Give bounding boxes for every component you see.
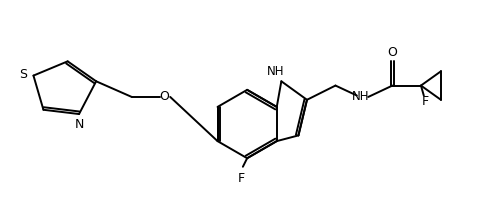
Text: F: F (238, 172, 245, 185)
Text: F: F (422, 95, 429, 108)
Text: N: N (74, 118, 84, 131)
Text: NH: NH (352, 91, 370, 103)
Text: O: O (388, 46, 398, 59)
Text: S: S (20, 68, 28, 81)
Text: NH: NH (267, 65, 284, 78)
Text: O: O (160, 91, 170, 103)
